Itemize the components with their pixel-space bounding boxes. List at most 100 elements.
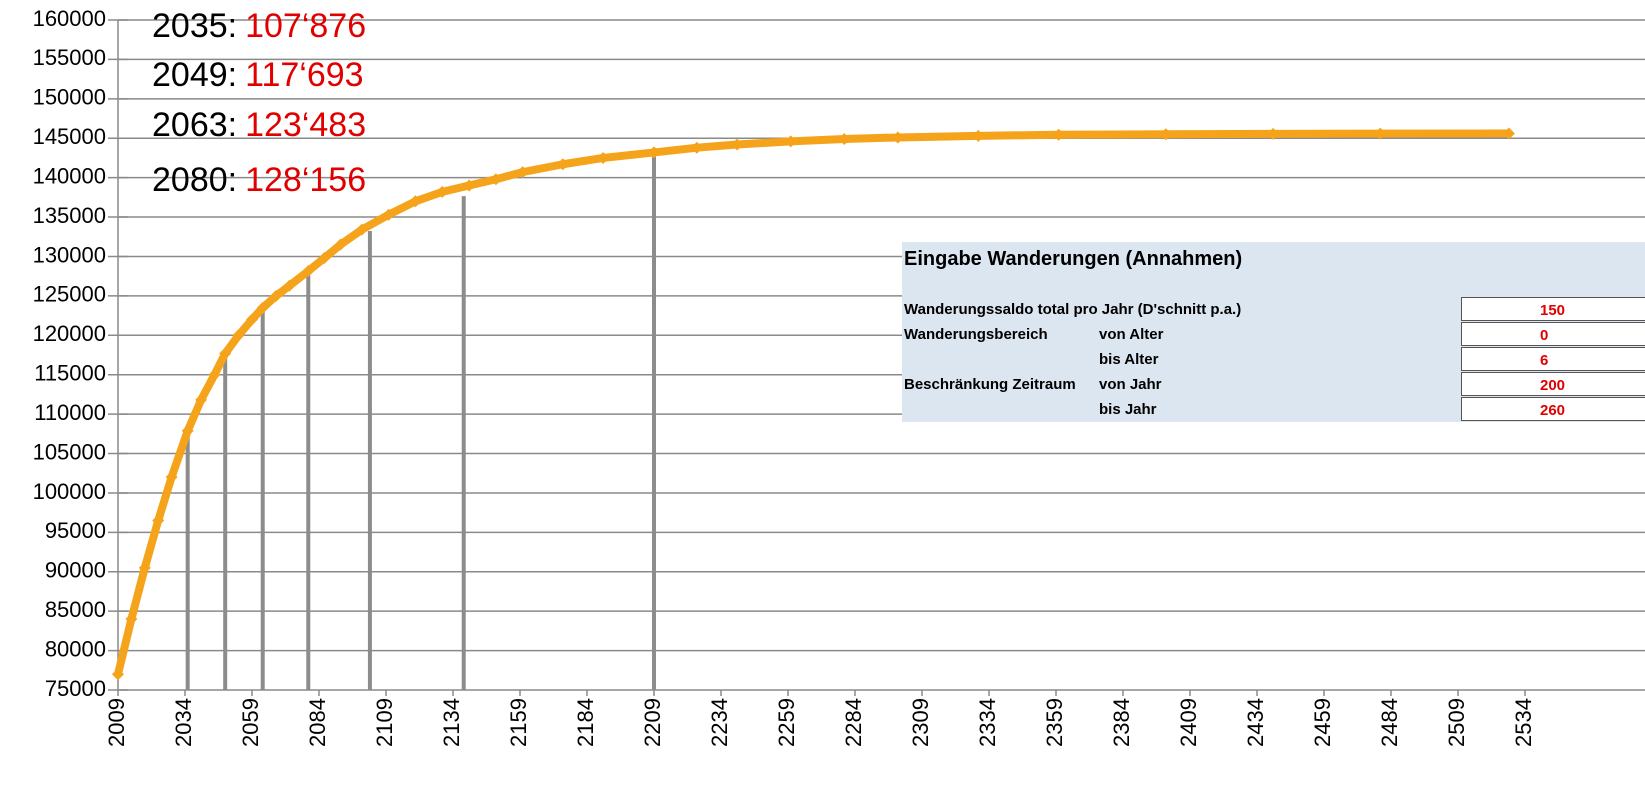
x-tick-label: 2209	[640, 698, 665, 747]
marker	[318, 252, 331, 265]
y-tick-label: 80000	[45, 636, 106, 661]
table-title: Eingabe Wanderungen (Annahmen)	[904, 248, 1243, 270]
marker	[334, 238, 347, 251]
marker	[690, 141, 703, 154]
marker	[731, 138, 744, 151]
table-row: Wanderungsbereich von Alter 0	[902, 322, 1645, 347]
marker	[891, 131, 904, 144]
marker	[489, 173, 502, 186]
marker	[436, 185, 449, 198]
y-tick-label: 115000	[34, 361, 106, 386]
x-tick-label: 2384	[1109, 698, 1134, 747]
marker	[648, 146, 660, 159]
y-tick-label: 150000	[33, 85, 106, 110]
x-tick-label: 2434	[1243, 698, 1268, 747]
annotation: 2080: 128‘156	[152, 161, 366, 199]
x-tick-label: 2134	[439, 698, 464, 747]
marker	[152, 514, 165, 527]
marker	[1374, 127, 1387, 140]
marker	[112, 668, 124, 681]
marker	[302, 265, 315, 278]
x-tick-label: 2534	[1511, 698, 1536, 747]
marker	[838, 133, 851, 146]
marker	[784, 135, 797, 148]
y-tick-label: 130000	[33, 242, 106, 267]
x-tick-label: 2259	[774, 698, 799, 747]
x-tick-label: 2309	[908, 698, 933, 747]
annotation: 2035: 107‘876	[152, 7, 366, 45]
table-row: Wanderungssaldo total pro Jahr (D'schnit…	[902, 297, 1645, 322]
marker	[232, 329, 245, 342]
marker	[219, 347, 232, 360]
marker	[138, 561, 151, 574]
annotation-value: 128‘156	[245, 161, 366, 199]
marker	[1502, 127, 1515, 140]
x-tick-label: 2334	[975, 698, 1000, 747]
marker	[165, 471, 178, 484]
x-tick-label: 2034	[171, 698, 196, 747]
y-tick-label: 135000	[33, 203, 106, 228]
marker	[181, 424, 194, 437]
y-tick-label: 155000	[33, 45, 106, 70]
row-label: Beschränkung Zeitraum	[904, 376, 1076, 393]
x-tick-label: 2484	[1377, 698, 1402, 747]
y-tick-label: 125000	[33, 282, 106, 307]
x-tick-label: 2159	[506, 698, 531, 747]
annotation-year: 2063:	[152, 106, 237, 144]
y-tick-label: 120000	[33, 321, 106, 346]
y-tick-label: 105000	[33, 439, 106, 464]
x-tick-label: 2509	[1444, 698, 1469, 747]
marker	[382, 208, 395, 221]
marker	[1267, 127, 1280, 140]
row-label: Wanderungssaldo total pro Jahr (D'schnit…	[904, 301, 1242, 318]
marker	[409, 195, 422, 208]
row-value: 260	[1461, 397, 1645, 421]
x-tick-label: 2109	[372, 698, 397, 747]
row-sublabel: bis Jahr	[1099, 401, 1157, 418]
series-line	[114, 129, 1509, 676]
y-tick-label: 90000	[45, 558, 106, 583]
row-sublabel: von Jahr	[1099, 376, 1162, 393]
marker	[270, 289, 283, 302]
y-tick-label: 85000	[45, 597, 106, 622]
x-tick-label: 2359	[1042, 698, 1067, 747]
x-tick-label: 2409	[1176, 698, 1201, 747]
x-tick-label: 2184	[573, 698, 598, 747]
x-tick-label: 2009	[104, 698, 129, 747]
marker	[246, 313, 258, 326]
annotation-year: 2049:	[152, 56, 237, 94]
marker	[256, 301, 269, 314]
marker	[463, 179, 476, 192]
row-value: 200	[1461, 372, 1645, 396]
marker	[195, 393, 208, 406]
x-tick-label: 2059	[238, 698, 263, 747]
marker	[516, 166, 529, 179]
y-tick-label: 140000	[33, 163, 106, 188]
row-value: 150	[1461, 297, 1645, 321]
row-sublabel: bis Alter	[1099, 351, 1159, 368]
annotation-value: 123‘483	[245, 106, 366, 144]
x-tick-label: 2284	[841, 698, 866, 747]
x-tick-label: 2459	[1310, 698, 1335, 747]
y-tick-label: 110000	[34, 400, 106, 425]
table-row: bis Jahr 260	[902, 397, 1645, 422]
y-tick-label: 100000	[33, 479, 106, 504]
marker	[125, 613, 138, 626]
row-value: 0	[1461, 322, 1645, 346]
y-tick-label: 145000	[33, 124, 106, 149]
marker	[208, 368, 221, 381]
annotation-year: 2080:	[152, 161, 237, 199]
marker	[972, 129, 985, 142]
marker	[283, 279, 296, 292]
y-tick-label: 75000	[45, 676, 106, 701]
x-tick-label: 2084	[305, 698, 330, 747]
x-tick-label: 2234	[707, 698, 732, 747]
row-label: Wanderungsbereich	[904, 326, 1048, 343]
marker	[556, 158, 569, 171]
annotation-year: 2035:	[152, 7, 237, 45]
table-row: Beschränkung Zeitraum von Jahr 200	[902, 372, 1645, 397]
annotation-value: 117‘693	[245, 56, 364, 94]
marker	[597, 151, 610, 164]
table-row: bis Alter 6	[902, 347, 1645, 372]
marker	[1052, 128, 1065, 141]
